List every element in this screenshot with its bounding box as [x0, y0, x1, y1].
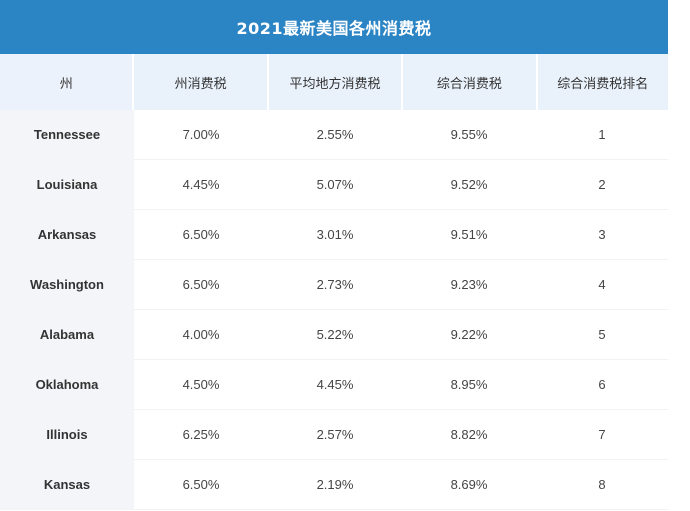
cell-state: Oklahoma	[0, 360, 134, 410]
cell-state-tax: 7.00%	[134, 110, 268, 160]
table-row: Louisiana 4.45% 5.07% 9.52% 2	[0, 160, 668, 210]
cell-combined-tax: 9.23%	[402, 260, 536, 310]
cell-rank: 1	[536, 110, 668, 160]
cell-state-tax: 6.50%	[134, 460, 268, 510]
table-row: Alabama 4.00% 5.22% 9.22% 5	[0, 310, 668, 360]
table-row: Arkansas 6.50% 3.01% 9.51% 3	[0, 210, 668, 260]
table-row: Illinois 6.25% 2.57% 8.82% 7	[0, 410, 668, 460]
table-row: Oklahoma 4.50% 4.45% 8.95% 6	[0, 360, 668, 410]
header-rank: 综合消费税排名	[537, 54, 668, 110]
cell-rank: 5	[536, 310, 668, 360]
cell-local-tax: 5.07%	[268, 160, 402, 210]
cell-state: Alabama	[0, 310, 134, 360]
cell-combined-tax: 8.69%	[402, 460, 536, 510]
cell-state-tax: 4.50%	[134, 360, 268, 410]
cell-local-tax: 2.19%	[268, 460, 402, 510]
cell-rank: 4	[536, 260, 668, 310]
cell-local-tax: 2.57%	[268, 410, 402, 460]
table-row: Tennessee 7.00% 2.55% 9.55% 1	[0, 110, 668, 160]
cell-state: Tennessee	[0, 110, 134, 160]
cell-state-tax: 4.00%	[134, 310, 268, 360]
header-state: 州	[0, 54, 135, 110]
cell-state-tax: 6.25%	[134, 410, 268, 460]
cell-local-tax: 2.55%	[268, 110, 402, 160]
cell-state: Arkansas	[0, 210, 134, 260]
cell-state: Washington	[0, 260, 134, 310]
cell-state-tax: 6.50%	[134, 260, 268, 310]
cell-rank: 3	[536, 210, 668, 260]
cell-state-tax: 4.45%	[134, 160, 268, 210]
cell-local-tax: 4.45%	[268, 360, 402, 410]
cell-combined-tax: 9.51%	[402, 210, 536, 260]
cell-local-tax: 5.22%	[268, 310, 402, 360]
cell-combined-tax: 9.55%	[402, 110, 536, 160]
cell-state-tax: 6.50%	[134, 210, 268, 260]
cell-combined-tax: 8.95%	[402, 360, 536, 410]
sales-tax-table: 2021最新美国各州消费税 州 州消费税 平均地方消费税 综合消费税 综合消费税…	[0, 0, 668, 510]
header-local-tax: 平均地方消费税	[268, 54, 404, 110]
cell-combined-tax: 9.22%	[402, 310, 536, 360]
cell-rank: 8	[536, 460, 668, 510]
table-row: Washington 6.50% 2.73% 9.23% 4	[0, 260, 668, 310]
cell-rank: 7	[536, 410, 668, 460]
cell-rank: 6	[536, 360, 668, 410]
cell-rank: 2	[536, 160, 668, 210]
table-header-row: 州 州消费税 平均地方消费税 综合消费税 综合消费税排名	[0, 54, 668, 110]
cell-combined-tax: 8.82%	[402, 410, 536, 460]
cell-combined-tax: 9.52%	[402, 160, 536, 210]
table-row: Kansas 6.50% 2.19% 8.69% 8	[0, 460, 668, 510]
header-combined-tax: 综合消费税	[403, 54, 538, 110]
cell-local-tax: 2.73%	[268, 260, 402, 310]
cell-state: Kansas	[0, 460, 134, 510]
table-title: 2021最新美国各州消费税	[0, 0, 668, 54]
header-state-tax: 州消费税	[134, 54, 269, 110]
cell-state: Illinois	[0, 410, 134, 460]
cell-local-tax: 3.01%	[268, 210, 402, 260]
cell-state: Louisiana	[0, 160, 134, 210]
